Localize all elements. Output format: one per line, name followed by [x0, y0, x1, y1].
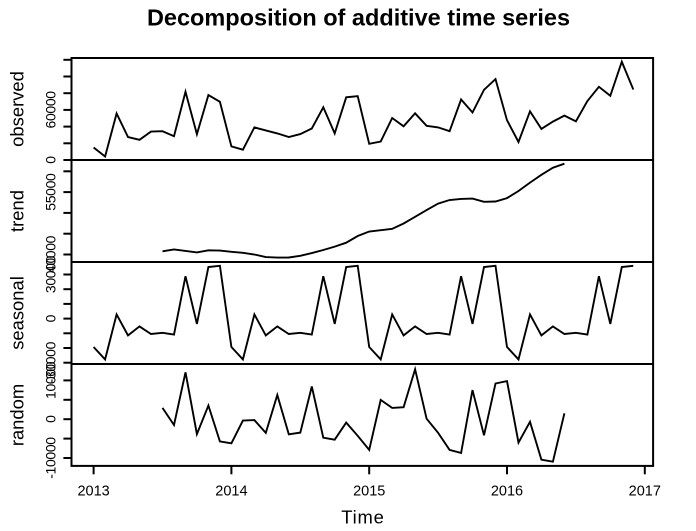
svg-text:0: 0 [43, 415, 59, 423]
svg-text:2017: 2017 [629, 484, 661, 500]
svg-text:observed: observed [6, 71, 27, 147]
svg-text:40000: 40000 [43, 235, 59, 273]
svg-text:55000: 55000 [43, 173, 59, 211]
svg-text:trend: trend [6, 190, 27, 232]
svg-text:60000: 60000 [43, 91, 59, 129]
svg-text:0: 0 [43, 314, 59, 322]
svg-text:-10000: -10000 [43, 437, 59, 479]
svg-text:30000: 30000 [43, 255, 59, 293]
svg-text:random: random [6, 384, 27, 446]
svg-text:2015: 2015 [353, 484, 385, 500]
svg-text:-30000: -30000 [43, 341, 59, 383]
svg-text:Time: Time [341, 506, 384, 527]
svg-text:2013: 2013 [77, 484, 109, 500]
svg-text:Decomposition of additive time: Decomposition of additive time series [147, 5, 570, 31]
svg-text:2014: 2014 [215, 484, 247, 500]
svg-text:0: 0 [43, 156, 59, 164]
svg-text:seasonal: seasonal [6, 276, 27, 350]
svg-text:2016: 2016 [491, 484, 523, 500]
svg-text:10000: 10000 [43, 361, 59, 399]
